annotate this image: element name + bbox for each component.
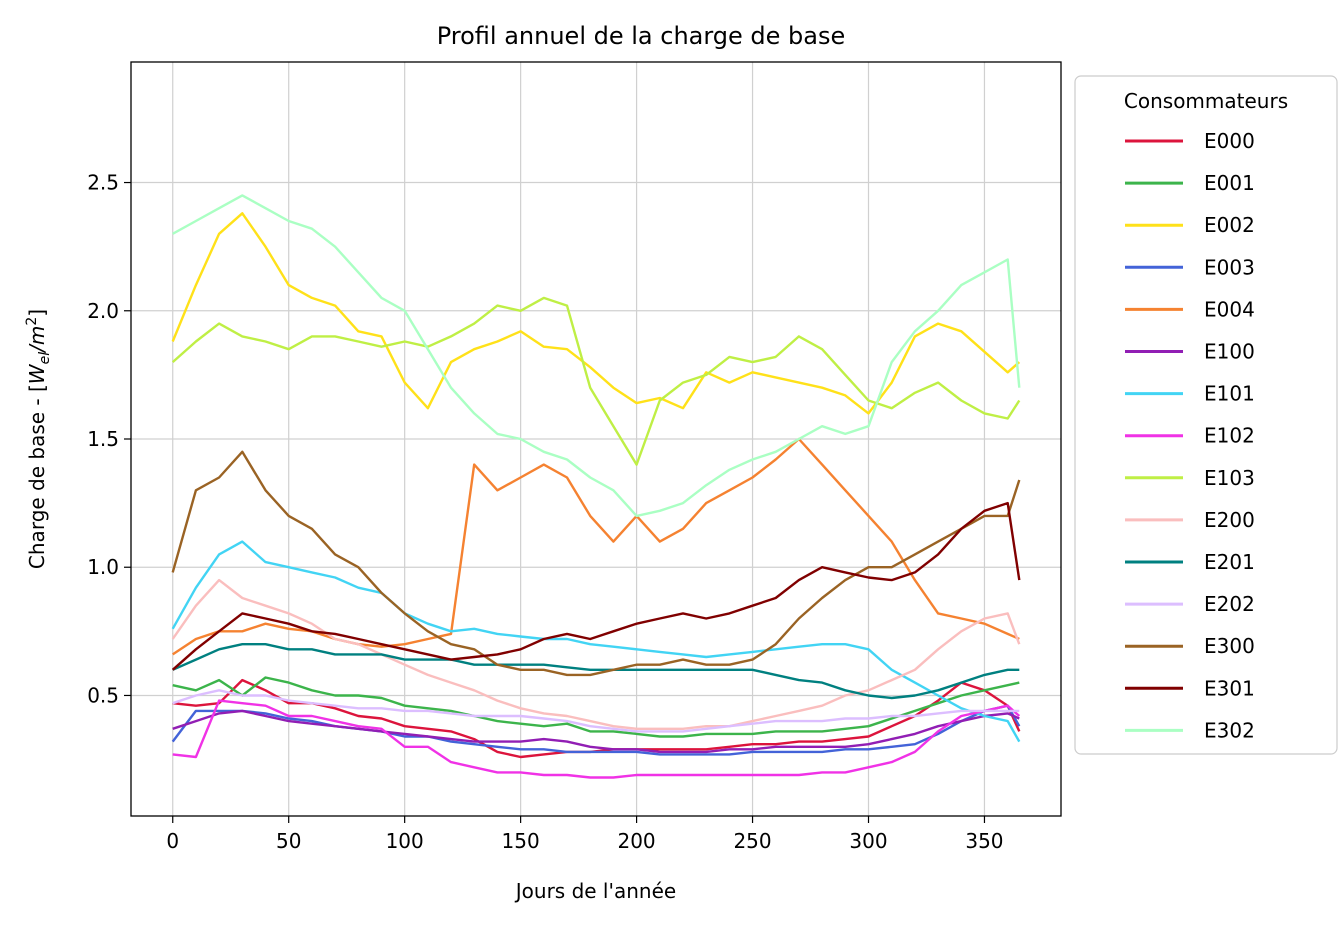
- series-line-e002: [171, 212, 1021, 415]
- legend-label-e101: E101: [1204, 382, 1255, 406]
- chart-title: Profil annuel de la charge de base: [437, 22, 846, 50]
- y-tick-label: 1.0: [87, 555, 119, 579]
- axis-ticks: 0 50 100 150 200 250 300 350 0.5 1.0 1.5 2.0 2.5: [87, 171, 1003, 853]
- x-axis-title: Jours de l'année: [514, 879, 676, 903]
- legend-box: [1074, 75, 1338, 755]
- y-axis-title: Charge de base - [Wel/m2]: [24, 309, 53, 569]
- x-tick-label: 200: [617, 829, 655, 853]
- legend-label-e302: E302: [1204, 718, 1255, 742]
- series-line-e302: [172, 194, 1021, 518]
- series-line-e202: [172, 689, 1020, 733]
- y-axis-title-slash: /: [25, 343, 49, 354]
- y-axis-title-unit: m: [25, 326, 49, 345]
- grid: [131, 62, 1061, 816]
- series-line-e001: [172, 676, 1020, 738]
- legend: Consommateurs E000 E001 E002 E003 E004 E100 E1…: [1074, 75, 1338, 755]
- y-tick-label: 2.0: [87, 299, 119, 323]
- legend-label-e002: E002: [1204, 213, 1255, 237]
- legend-label-e102: E102: [1204, 424, 1255, 448]
- x-tick-label: 350: [965, 829, 1003, 853]
- legend-label-e000: E000: [1204, 129, 1255, 153]
- y-axis-title-sub: el: [37, 352, 53, 365]
- series-line-e102: [172, 699, 1021, 779]
- series-line-e300: [171, 450, 1021, 677]
- legend-label-e200: E200: [1204, 508, 1255, 532]
- y-axis-title-prefix: Charge de base - [: [25, 384, 49, 569]
- legend-label-e300: E300: [1204, 634, 1255, 658]
- x-tick-label: 50: [276, 829, 301, 853]
- x-tick-label: 100: [386, 829, 424, 853]
- series-line-e004: [172, 437, 1020, 656]
- plot-series: [171, 194, 1021, 779]
- x-tick-label: 0: [166, 829, 179, 853]
- x-tick-label: 250: [733, 829, 771, 853]
- legend-label-e004: E004: [1204, 297, 1255, 321]
- legend-label-e201: E201: [1204, 550, 1255, 574]
- series-line-e200: [171, 578, 1021, 730]
- legend-label-e001: E001: [1204, 171, 1255, 195]
- x-tick-label: 150: [502, 829, 540, 853]
- legend-label-e301: E301: [1204, 676, 1255, 700]
- x-tick-label: 300: [849, 829, 887, 853]
- series-line-e103: [171, 296, 1021, 466]
- legend-label-e202: E202: [1204, 592, 1255, 616]
- y-tick-label: 1.5: [87, 427, 119, 451]
- y-axis-title-sup: 2: [24, 317, 40, 326]
- y-tick-label: 2.5: [87, 171, 119, 195]
- legend-items: E000 E001 E002 E003 E004 E100 E101 E102 E103 E200…: [1125, 129, 1255, 742]
- legend-label-e103: E103: [1204, 466, 1255, 490]
- series-line-e301: [171, 501, 1021, 671]
- series-line-e201: [172, 643, 1020, 700]
- series-line-e100: [172, 709, 1020, 754]
- y-tick-label: 0.5: [87, 683, 119, 707]
- y-axis-title-var: W: [25, 363, 49, 384]
- series-line-e101: [171, 540, 1021, 743]
- legend-label-e100: E100: [1204, 340, 1255, 364]
- legend-title: Consommateurs: [1124, 89, 1288, 113]
- y-axis-title-suffix: ]: [25, 309, 49, 317]
- series-line-e003: [171, 704, 1021, 756]
- legend-label-e003: E003: [1204, 255, 1255, 279]
